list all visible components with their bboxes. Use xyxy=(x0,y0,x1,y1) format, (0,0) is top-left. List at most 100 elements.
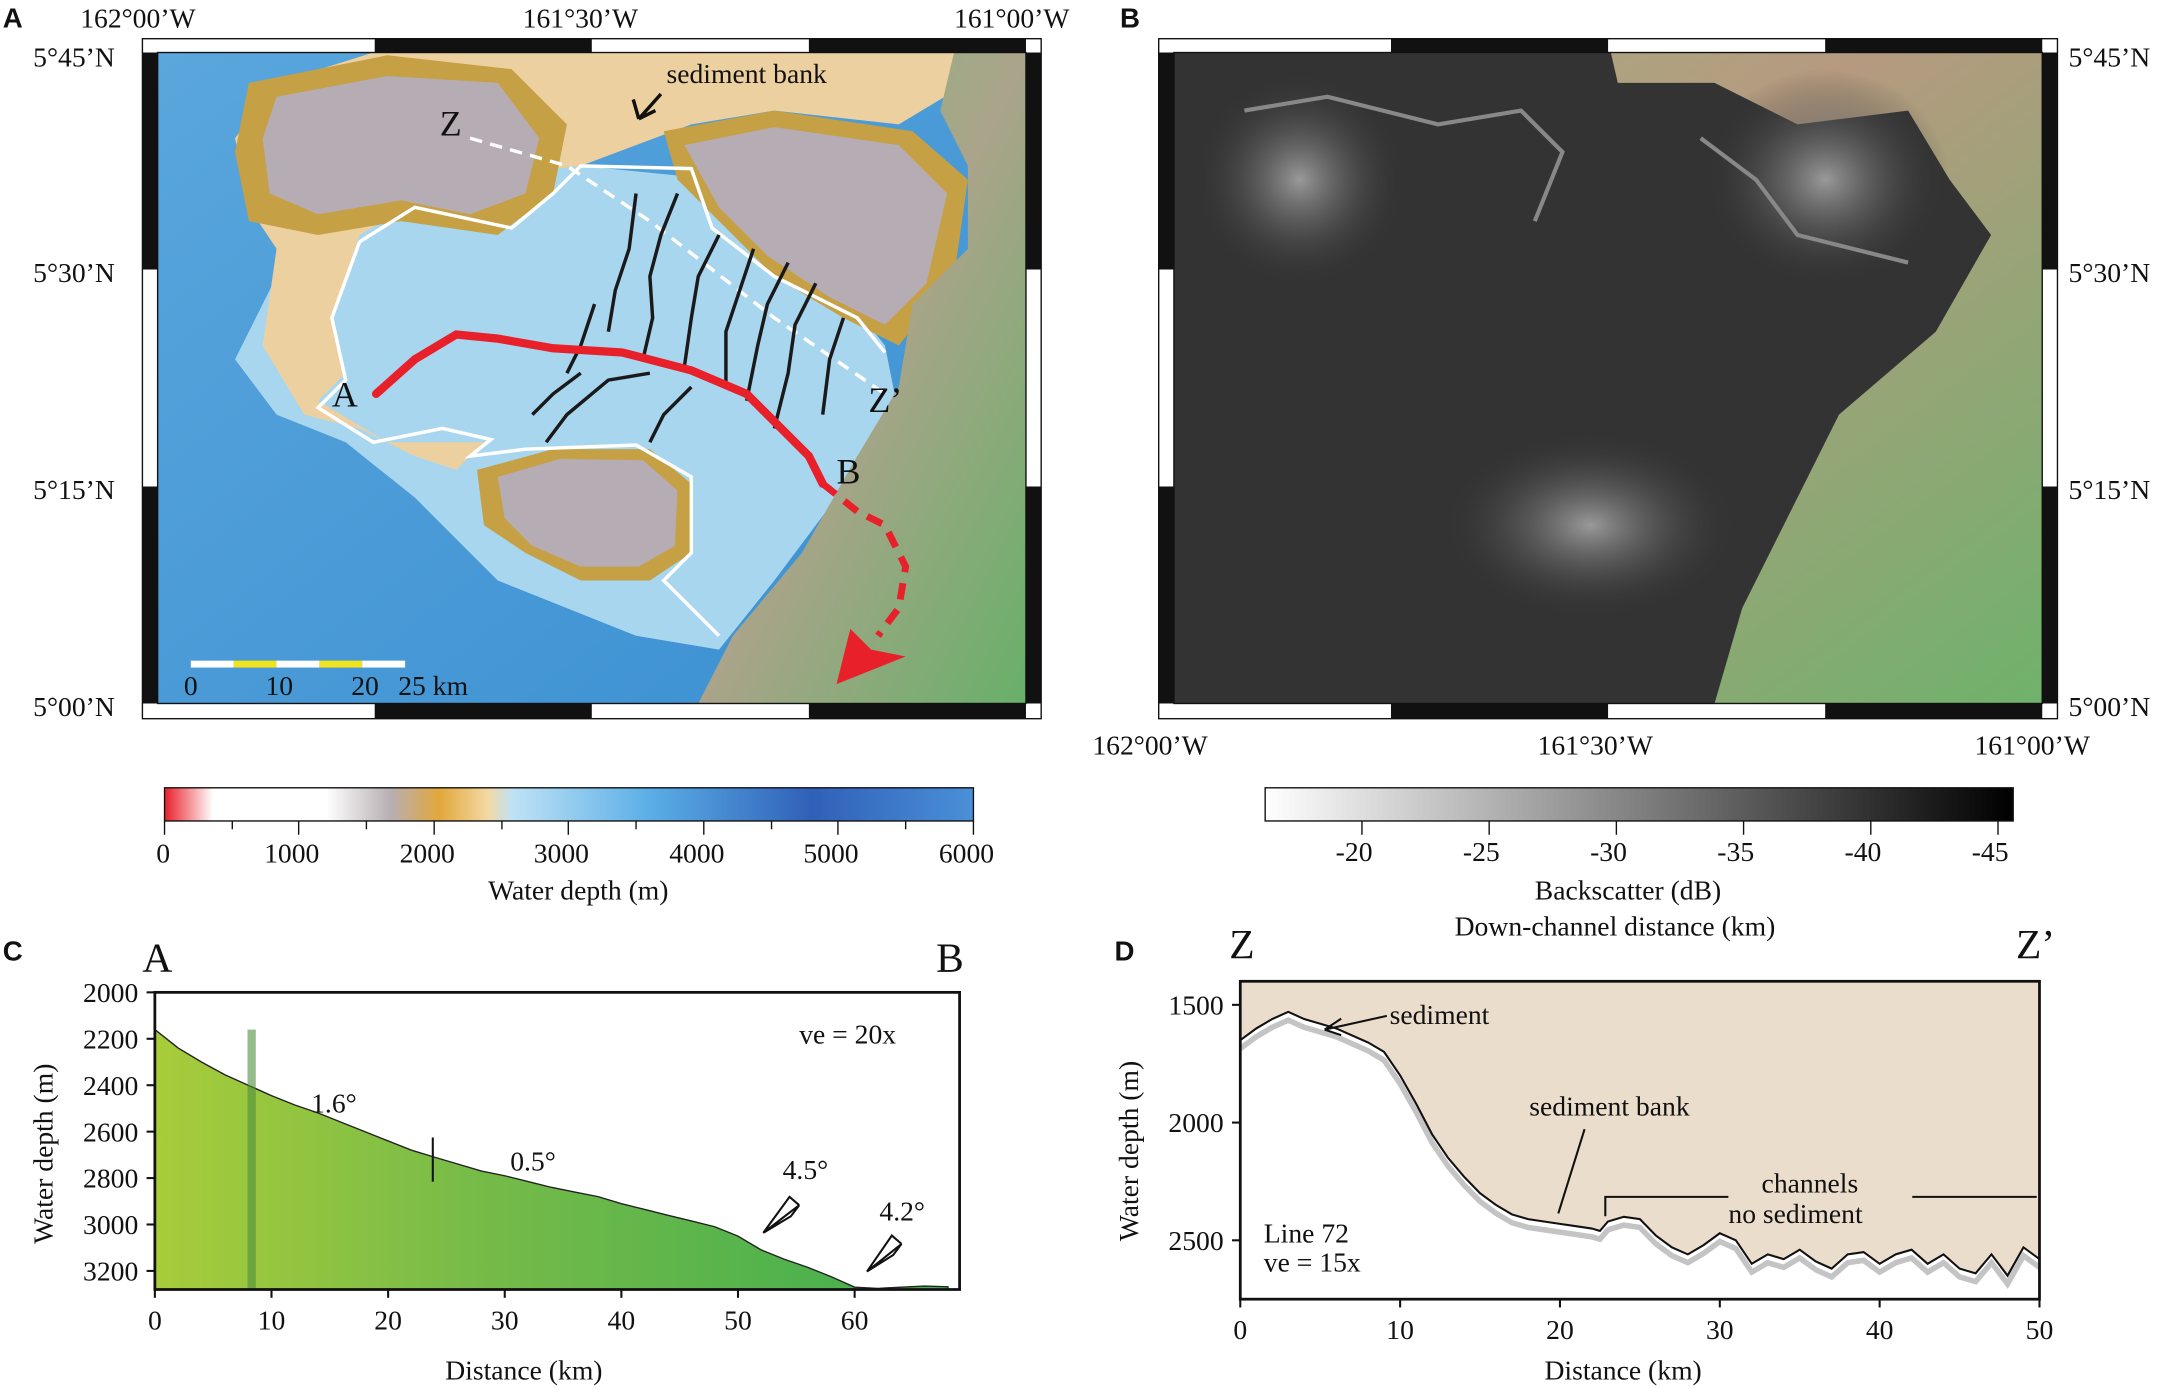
svg-text:0: 0 xyxy=(156,837,170,868)
map-frame-a xyxy=(141,38,1042,720)
profile-c-end: B xyxy=(936,935,964,981)
label-z: Z xyxy=(440,103,462,143)
channels-bracket xyxy=(1604,1195,2037,1217)
lat-label-a-1: 5°45’N xyxy=(33,41,115,72)
bright-patch-east xyxy=(1700,69,1950,291)
lat-label-a-4: 5°00’N xyxy=(33,691,115,722)
lat-label-a-3: 5°15’N xyxy=(33,474,115,505)
svg-text:1000: 1000 xyxy=(264,837,319,868)
profile-d-subbottom xyxy=(1238,1017,2042,1290)
svg-text:6000: 6000 xyxy=(939,837,994,868)
outline-north xyxy=(358,164,887,354)
lon-label-b-3: 161°00’W xyxy=(1974,730,2090,761)
profile-d-ve: ve = 15x xyxy=(1264,1247,1361,1278)
svg-text:-30: -30 xyxy=(1590,836,1627,867)
channels xyxy=(531,192,846,444)
svg-text:-35: -35 xyxy=(1717,836,1754,867)
x-tick-label: 0 xyxy=(148,1305,162,1336)
profile-c-xlabel: Distance (km) xyxy=(445,1354,602,1385)
profile-d-no-sediment: no sediment xyxy=(1728,1198,1863,1229)
panel-d-letter: D xyxy=(1114,937,1135,968)
profile-d-start: Z xyxy=(1229,921,1254,967)
backscatter-colorbar-ticks xyxy=(1361,820,1999,835)
y-tick-label: 2400 xyxy=(83,1070,138,1101)
y-tick-label: 3200 xyxy=(83,1256,138,1287)
x-tick-label: 40 xyxy=(1866,1314,1894,1345)
panel-a-letter: A xyxy=(2,4,23,35)
lat-label-b-3: 5°15’N xyxy=(2069,474,2151,505)
land-area xyxy=(698,52,1026,704)
sediment-bank-pointer xyxy=(1557,1128,1586,1214)
profile-c-slope2: 0.5° xyxy=(510,1146,556,1177)
backscatter-colorbar-sublabel: Down-channel distance (km) xyxy=(1455,911,1776,942)
depth-colorbar-label: Water depth (m) xyxy=(488,875,668,906)
svg-text:-45: -45 xyxy=(1972,836,2009,867)
colorbars: 0 1000 2000 3000 4000 5000 6000 Water de… xyxy=(156,787,2014,942)
profile-d-ylabel: Water depth (m) xyxy=(1113,1061,1144,1241)
profile-c-slope4: 4.2° xyxy=(879,1195,925,1226)
profile-c-axes: 0 10 20 30 40 50 60 2000 2200 2400 2600 2800 3000 320… xyxy=(83,977,868,1336)
profile-c-frame xyxy=(153,990,961,1291)
profile-d-sediment: sediment xyxy=(1390,999,1490,1030)
svg-text:10: 10 xyxy=(265,670,293,701)
lon-label-b-1: 162°00’W xyxy=(1092,730,1208,761)
x-tick-label: 50 xyxy=(724,1305,752,1336)
slope-marker-1 xyxy=(762,1195,801,1234)
plateau-east xyxy=(684,127,948,325)
lon-label-a-3: 161°00’W xyxy=(954,3,1070,34)
scale-bar: 0 10 20 25 km xyxy=(184,660,469,701)
profile-d-line: Line 72 xyxy=(1264,1218,1349,1249)
profile-d-end: Z’ xyxy=(2016,921,2055,967)
x-tick-label: 10 xyxy=(1386,1314,1414,1345)
panel-c-chart: A B 0 10 20 30 40 50 60 2000 2200 2400 2600 2800 300… xyxy=(28,935,964,1386)
bright-patch-west xyxy=(1189,69,1411,291)
svg-text:2000: 2000 xyxy=(400,837,455,868)
track-a-b xyxy=(371,330,827,488)
profile-c-slope1: 1.6° xyxy=(311,1088,357,1119)
svg-text:4000: 4000 xyxy=(669,837,724,868)
label-b: B xyxy=(837,452,861,492)
svg-text:25 km: 25 km xyxy=(398,670,468,701)
x-tick-label: 20 xyxy=(374,1305,402,1336)
profile-c-start: A xyxy=(142,935,172,981)
x-tick-label: 60 xyxy=(841,1305,869,1336)
y-tick-label: 2000 xyxy=(1168,1107,1223,1138)
lat-label-a-2: 5°30’N xyxy=(33,257,115,288)
bright-ridges xyxy=(1244,94,1909,265)
svg-text:0: 0 xyxy=(184,670,198,701)
profile-c-ve: ve = 20x xyxy=(799,1018,896,1049)
map-frame-b xyxy=(1158,38,2059,720)
svg-text:20: 20 xyxy=(351,670,379,701)
lon-label-a-1: 162°00’W xyxy=(80,3,196,34)
y-tick-label: 2200 xyxy=(83,1023,138,1054)
profile-d-xlabel: Distance (km) xyxy=(1544,1354,1701,1385)
profile-d-seafloor xyxy=(1239,1010,2041,1301)
svg-text:-25: -25 xyxy=(1463,836,1500,867)
profile-d-sediment-bank: sediment bank xyxy=(1529,1090,1690,1121)
backscatter-colorbar-label: Backscatter (dB) xyxy=(1535,875,1721,906)
svg-text:3000: 3000 xyxy=(534,837,589,868)
slope-marker-2 xyxy=(866,1234,903,1273)
outline-south xyxy=(315,241,721,637)
lat-label-b-4: 5°00’N xyxy=(2069,691,2151,722)
label-sediment-bank: sediment bank xyxy=(666,58,827,89)
svg-text:5000: 5000 xyxy=(803,837,858,868)
svg-text:-40: -40 xyxy=(1845,836,1882,867)
panel-b-letter: B xyxy=(1119,4,1140,35)
x-tick-label: 0 xyxy=(1233,1314,1247,1345)
x-tick-label: 30 xyxy=(491,1305,519,1336)
lat-label-b-1: 5°45’N xyxy=(2069,41,2151,72)
y-tick-label: 2000 xyxy=(83,977,138,1008)
x-tick-label: 50 xyxy=(2026,1314,2054,1345)
y-tick-label: 1500 xyxy=(1168,990,1223,1021)
y-tick-label: 3000 xyxy=(83,1209,138,1240)
profile-d-channels: channels xyxy=(1762,1168,1859,1199)
x-tick-label: 20 xyxy=(1546,1314,1574,1345)
panel-c-letter: C xyxy=(2,937,23,968)
profile-d-frame xyxy=(1238,979,2041,1301)
x-tick-label: 40 xyxy=(608,1305,636,1336)
sediment-bank-arrow xyxy=(631,92,663,121)
y-tick-label: 2600 xyxy=(83,1116,138,1147)
